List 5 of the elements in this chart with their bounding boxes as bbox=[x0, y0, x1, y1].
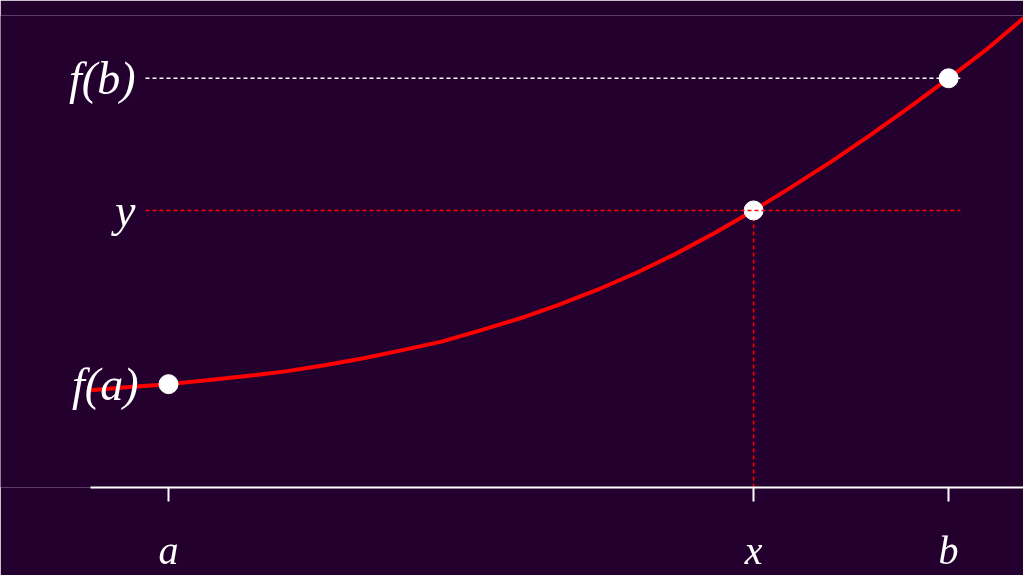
x-tick-label: a bbox=[158, 527, 179, 573]
ref-line-label: y bbox=[111, 184, 137, 236]
x-tick-label: b bbox=[938, 527, 959, 573]
x-tick-label: x bbox=[743, 527, 763, 573]
ref-line-label: f(b) bbox=[69, 52, 136, 104]
